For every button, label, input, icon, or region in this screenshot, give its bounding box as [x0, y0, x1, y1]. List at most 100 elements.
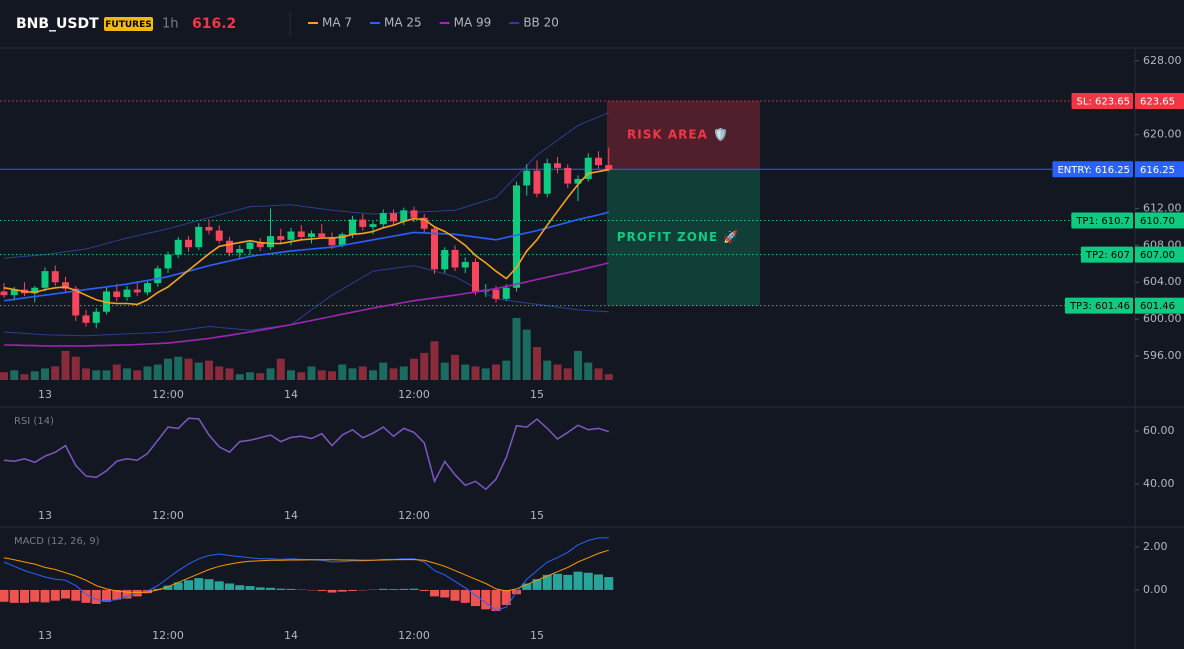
histogram-bar [409, 588, 419, 590]
legend-label: BB 20 [523, 16, 559, 30]
histogram-bar [173, 582, 183, 590]
candle-body [41, 271, 49, 288]
histogram-bar [0, 589, 9, 602]
candle-body [554, 163, 561, 168]
candle-body [0, 291, 8, 296]
candle-body [113, 291, 121, 297]
volume-bar [102, 370, 111, 380]
candle-body [390, 213, 397, 222]
candle-body [379, 213, 387, 225]
candle-body [410, 210, 418, 218]
volume-bar [10, 370, 19, 380]
histogram-bar [9, 589, 19, 603]
x-tick-label: 12:00 [398, 509, 430, 522]
histogram-bar [255, 587, 265, 590]
volume-bar [153, 364, 162, 380]
legend-label: MA 25 [384, 16, 422, 30]
volume-bar [82, 368, 90, 380]
candle-body [359, 219, 367, 227]
x-tick-label: 15 [530, 629, 544, 642]
volume-bar [266, 368, 275, 380]
level-tag [1071, 93, 1133, 110]
volume-bar [123, 368, 131, 380]
histogram-bar [20, 589, 29, 603]
volume-bar [451, 354, 459, 380]
volume-bar [276, 358, 285, 380]
volume-bar [307, 366, 316, 380]
volume-bar [440, 362, 449, 380]
candle-body [82, 315, 90, 323]
histogram-bar [163, 585, 173, 590]
candle-body [267, 236, 274, 248]
y-tick-label: 612.00 [1143, 201, 1182, 214]
candle-body [513, 185, 520, 288]
x-tick-label: 14 [284, 629, 298, 642]
volume-bar [328, 371, 336, 380]
histogram-bar [430, 589, 439, 597]
volume-bar [430, 341, 439, 380]
level-label: TP3: 601.46 [1069, 301, 1130, 312]
price-tag-label: 607.00 [1140, 250, 1175, 261]
candle-body [472, 261, 479, 292]
histogram-bar [471, 589, 480, 607]
volume-bar [246, 372, 254, 380]
volume-bar [502, 360, 511, 380]
histogram-bar [91, 589, 101, 604]
histogram-bar [419, 589, 429, 592]
volume-bar [522, 329, 531, 380]
volume-bar [604, 374, 613, 380]
x-tick-label: 12:00 [398, 629, 430, 642]
histogram-bar [204, 579, 214, 590]
candle-body [103, 291, 110, 312]
volume-bar [20, 374, 29, 380]
volume-bar [41, 368, 49, 380]
volume-bar [164, 358, 172, 380]
level-tag [1064, 297, 1133, 314]
volume-bar [481, 368, 490, 380]
y-tick-label: 628.00 [1143, 54, 1182, 67]
candle-body [185, 239, 192, 248]
volume-bar [287, 370, 295, 380]
level-label: TP2: 607 [1085, 250, 1130, 261]
candle-body [10, 289, 18, 296]
volume-bar [297, 372, 306, 380]
level-label: SL: 623.65 [1077, 97, 1130, 108]
histogram-bar [583, 572, 593, 590]
histogram-bar [317, 589, 327, 592]
volume-bar [420, 352, 429, 380]
histogram-bar [235, 585, 245, 590]
panel-title: RSI (14) [14, 416, 54, 427]
ma-line [3, 211, 610, 302]
legend-label: MA 99 [454, 16, 492, 30]
histogram-bar [501, 589, 511, 605]
candle-body [51, 271, 59, 283]
volume-bar [184, 358, 193, 380]
histogram-bar [245, 586, 255, 590]
volume-bar [358, 366, 367, 380]
x-tick-label: 12:00 [152, 629, 184, 642]
histogram-bar [481, 589, 491, 610]
price-tag-label: 623.65 [1140, 97, 1175, 108]
legend: MA 7 MA 25 MA 99 BB 20 [308, 16, 559, 30]
histogram-bar [286, 588, 296, 590]
zone-label: RISK AREA 🛡️ [627, 128, 729, 142]
candle-body [215, 230, 223, 241]
candle-body [502, 287, 510, 299]
candle-body [256, 242, 264, 248]
price-tag-label: 601.46 [1140, 301, 1175, 312]
candle-body [564, 167, 572, 184]
macd-line [3, 549, 609, 594]
candle-body [574, 178, 582, 184]
volume-bar [389, 368, 398, 380]
zone [607, 169, 760, 306]
candle-body [441, 249, 449, 270]
volume-bar [194, 362, 203, 380]
interval: 1h [162, 17, 179, 32]
y-tick-label: 0.00 [1143, 583, 1168, 596]
y-tick-label: 600.00 [1143, 312, 1182, 325]
candle-body [308, 233, 315, 238]
histogram-bar [40, 589, 50, 603]
candle-body [451, 249, 459, 268]
volume-bar [584, 362, 593, 380]
